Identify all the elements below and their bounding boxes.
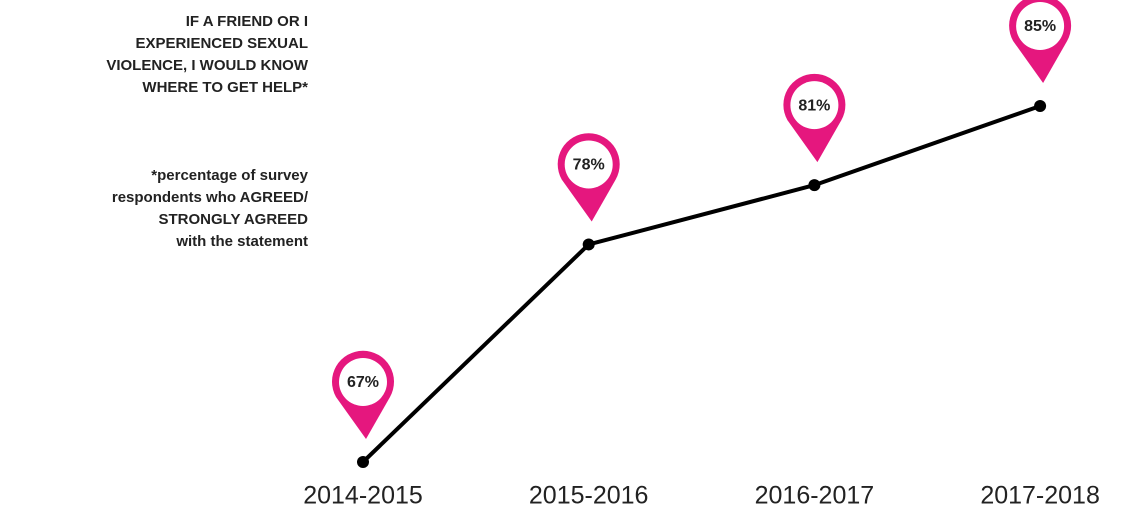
x-tick-label: 2017-2018 <box>980 482 1100 510</box>
x-tick-label: 2014-2015 <box>303 482 423 510</box>
chart-title: EXPERIENCED SEXUAL <box>135 35 308 52</box>
value-label: 78% <box>573 157 605 174</box>
x-tick-label: 2016-2017 <box>755 482 875 510</box>
point <box>808 179 821 192</box>
chart-title: IF A FRIEND OR I <box>186 13 308 30</box>
chart-subtitle: STRONGLY AGREED <box>159 211 309 228</box>
chart-title: VIOLENCE, I WOULD KNOW <box>106 57 309 74</box>
point <box>357 456 369 468</box>
point <box>582 238 595 251</box>
chart-subtitle: with the statement <box>175 233 308 250</box>
value-label: 81% <box>798 97 830 114</box>
line <box>361 104 1041 464</box>
chart-subtitle: *percentage of survey <box>151 167 308 184</box>
point <box>1034 100 1047 112</box>
pin-inner <box>1016 2 1065 50</box>
x-tick-label: 2015-2016 <box>529 482 649 510</box>
value-label: 85% <box>1024 18 1056 35</box>
pin-inner <box>339 358 387 406</box>
pin-inner <box>790 81 839 130</box>
chart-subtitle: respondents who AGREED/ <box>112 189 309 206</box>
pin-inner <box>564 140 613 189</box>
chart-title: WHERE TO GET HELP* <box>142 79 308 96</box>
value-label: 67% <box>347 374 379 391</box>
